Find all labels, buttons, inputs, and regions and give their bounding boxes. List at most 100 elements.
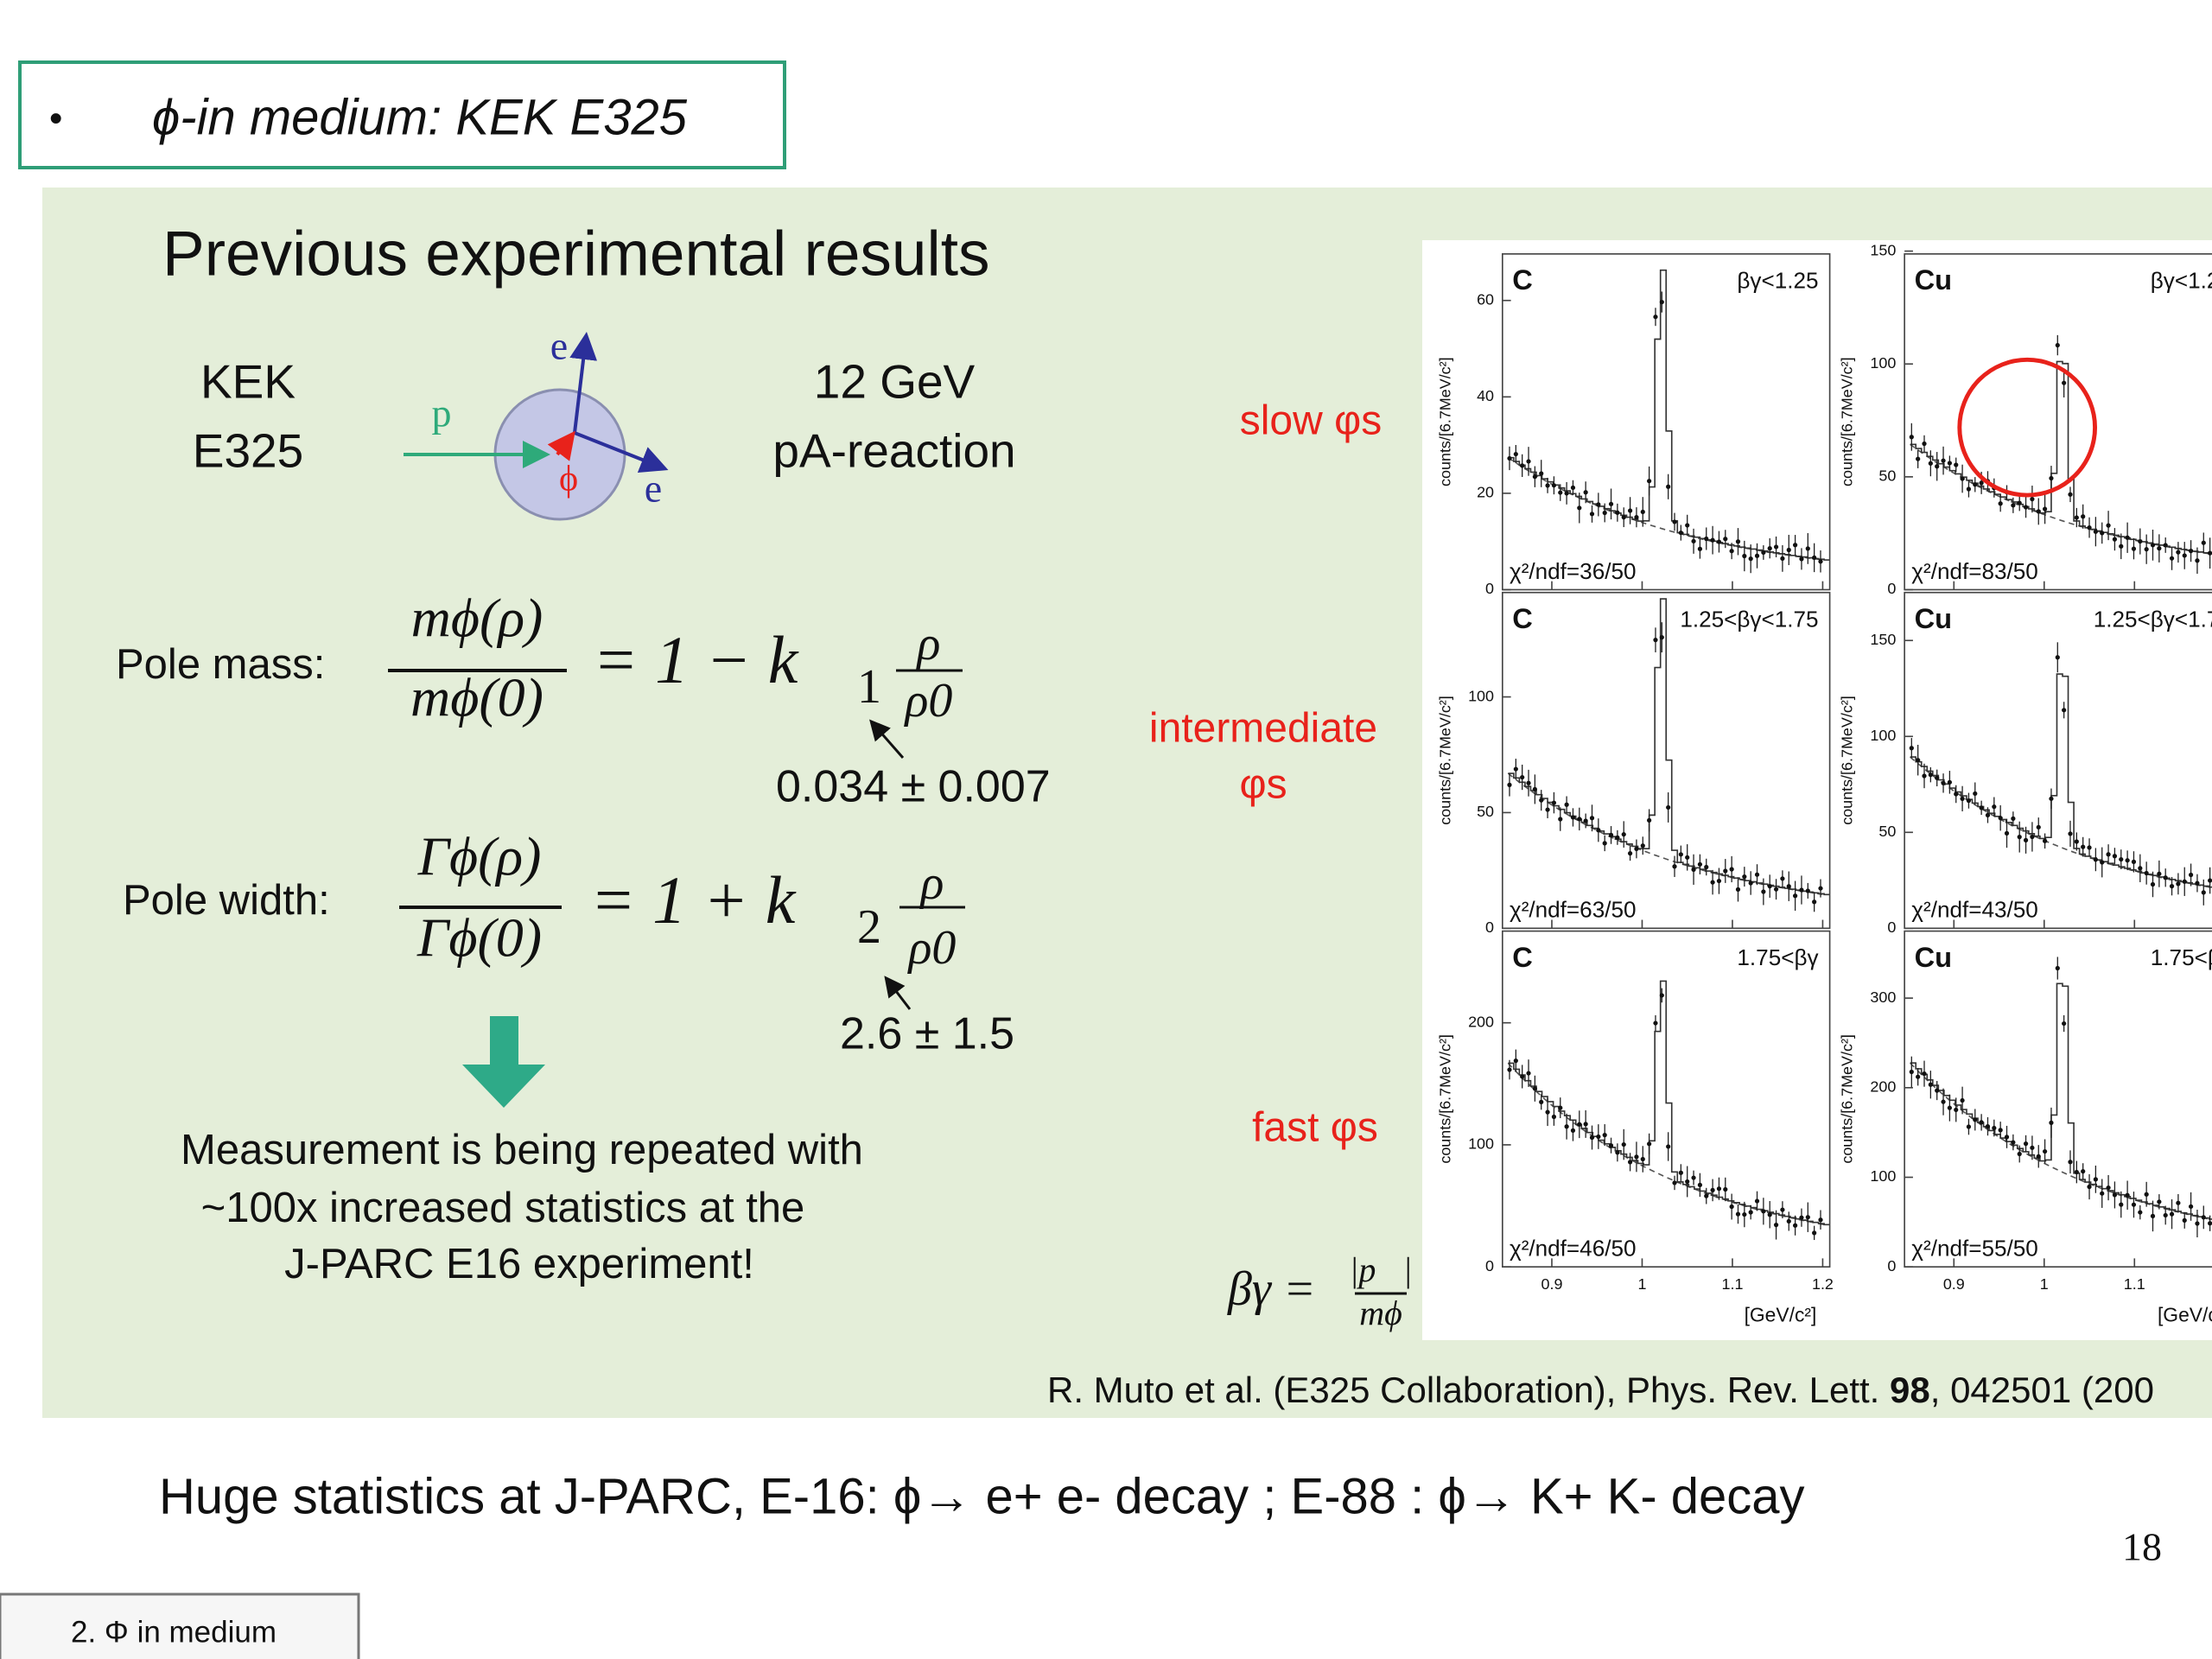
data-point	[1941, 458, 1946, 463]
data-point	[1570, 1128, 1576, 1134]
data-point	[1985, 1123, 1991, 1129]
data-point	[2049, 475, 2054, 481]
data-point	[1742, 1211, 1747, 1217]
data-point	[1805, 546, 1810, 551]
data-point	[1704, 536, 1709, 542]
data-point	[1780, 876, 1785, 881]
y-tick-label: 0	[1485, 580, 1494, 597]
data-point	[1935, 1088, 1940, 1093]
data-point	[1960, 1097, 1965, 1103]
data-point	[1985, 812, 1991, 817]
data-point	[1812, 899, 1817, 905]
data-point	[1564, 1124, 1569, 1129]
data-point	[2100, 1191, 2105, 1196]
slide-title: Previous experimental results	[162, 219, 990, 289]
data-point	[1761, 550, 1766, 556]
data-point	[1634, 515, 1639, 520]
data-point	[2125, 535, 2130, 540]
equation-value: 0.034 ± 0.007	[776, 762, 1051, 812]
data-point	[2055, 342, 2060, 348]
data-point	[2201, 540, 2206, 545]
panel-frame	[1904, 253, 2212, 591]
data-point	[1634, 846, 1639, 852]
data-point	[2062, 708, 2067, 713]
ratio-denominator: ρ0	[907, 921, 957, 975]
data-point	[1672, 1180, 1677, 1185]
panel-target: Cu	[1915, 602, 1953, 634]
equation-index: 2	[857, 900, 881, 954]
y-tick-label: 50	[1878, 823, 1896, 840]
data-point	[2112, 537, 2118, 542]
data-point	[2208, 878, 2212, 883]
data-point	[1608, 832, 1614, 838]
data-point	[1947, 779, 1953, 785]
data-point	[2157, 871, 2162, 876]
y-tick-label: 150	[1870, 241, 1896, 258]
data-point	[2106, 852, 2111, 857]
panel-cut: 1.25<βγ<1.75	[1680, 606, 1818, 632]
ratio-numerator: ρ	[919, 856, 944, 910]
panel-target: C	[1512, 602, 1533, 634]
data-point	[1545, 483, 1550, 488]
data-point	[1520, 1074, 1525, 1079]
data-point	[2201, 890, 2206, 895]
data-point	[2062, 1020, 2067, 1027]
data-point	[1992, 804, 1997, 810]
data-point	[2138, 538, 2143, 544]
equation-rhs: = 1 − k	[593, 622, 799, 697]
data-point	[1805, 888, 1810, 893]
citation-volume: 98	[1890, 1370, 1930, 1410]
data-point	[1685, 855, 1690, 860]
data-point	[1928, 1082, 1933, 1087]
data-point	[2182, 553, 2187, 558]
data-point	[2017, 1151, 2022, 1157]
data-point	[1954, 791, 1959, 797]
data-point	[1729, 549, 1734, 554]
figure-background	[1422, 240, 2212, 1340]
data-point	[2144, 870, 2149, 876]
data-point	[2195, 1221, 2200, 1226]
data-point	[2093, 529, 2098, 534]
data-point	[1634, 1154, 1639, 1160]
data-point	[1928, 461, 1933, 466]
experiment-line: E325	[193, 424, 303, 478]
down-arrow	[462, 1016, 545, 1108]
data-point	[2182, 1217, 2187, 1223]
data-point	[1916, 1074, 1921, 1079]
data-point	[1748, 880, 1753, 886]
data-point	[1735, 1211, 1741, 1217]
data-point	[2011, 1140, 2016, 1145]
data-point	[1627, 1160, 1633, 1165]
data-point	[1979, 805, 1984, 810]
data-point	[2049, 1120, 2054, 1125]
data-point	[1998, 1128, 2003, 1133]
y-tick-label: 100	[1870, 354, 1896, 372]
data-point	[1941, 1099, 1946, 1104]
data-point	[1551, 483, 1557, 488]
data-point	[1615, 1150, 1620, 1155]
data-point	[1691, 538, 1696, 543]
data-point	[2106, 523, 2111, 528]
y-tick-label: 0	[1887, 580, 1896, 597]
momentum-class: slow φs	[1240, 398, 1382, 444]
data-point	[1678, 852, 1683, 857]
data-point	[2023, 505, 2029, 510]
reaction-line: pA-reaction	[772, 424, 1015, 478]
y-tick-label: 200	[1468, 1013, 1494, 1030]
data-point	[1666, 1144, 1671, 1149]
data-point	[2087, 524, 2092, 531]
data-point	[1602, 841, 1607, 846]
data-point	[1754, 1198, 1760, 1204]
data-point	[2176, 1200, 2181, 1205]
data-point	[1526, 780, 1531, 785]
data-point	[2119, 1202, 2124, 1207]
section-tab[interactable]	[0, 1592, 360, 1659]
formula-lhs: βγ =	[1227, 1262, 1316, 1316]
data-point	[1551, 1114, 1557, 1120]
data-point	[2112, 854, 2118, 859]
data-point	[1596, 502, 1601, 507]
data-point	[2074, 1169, 2079, 1175]
y-tick-label: 100	[1468, 687, 1494, 704]
data-point	[1704, 864, 1709, 870]
data-point	[1998, 816, 2003, 821]
